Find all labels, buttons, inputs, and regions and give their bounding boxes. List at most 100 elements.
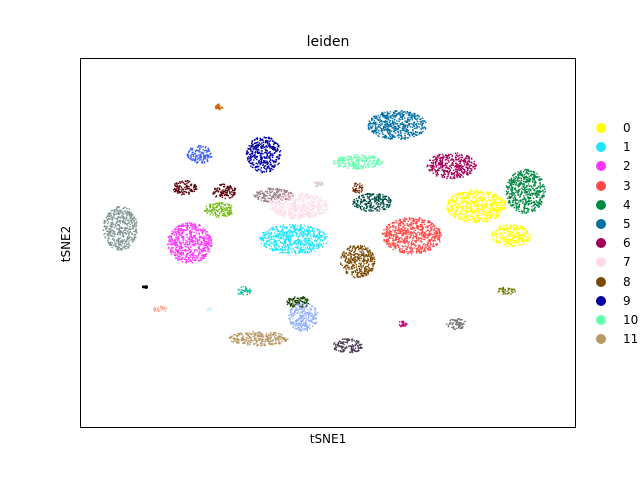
data-point — [303, 228, 305, 231]
data-point — [358, 347, 360, 349]
data-point — [458, 323, 461, 326]
data-point — [517, 242, 519, 244]
data-point — [455, 205, 457, 208]
data-point — [321, 183, 323, 185]
data-point — [222, 210, 225, 213]
data-point — [303, 297, 305, 299]
data-point — [218, 109, 220, 111]
data-point — [282, 226, 284, 228]
data-point — [296, 228, 299, 231]
data-point — [178, 256, 180, 259]
data-point — [198, 151, 200, 153]
data-point — [483, 196, 486, 199]
data-point — [407, 252, 410, 254]
data-point — [190, 256, 192, 258]
data-point — [476, 213, 478, 215]
data-point — [459, 216, 462, 218]
data-point — [515, 239, 518, 241]
data-point — [383, 208, 385, 210]
data-point — [193, 249, 196, 251]
data-point — [300, 315, 302, 317]
data-point — [112, 237, 114, 240]
data-point — [176, 190, 178, 192]
data-point — [410, 231, 412, 233]
data-point — [464, 200, 466, 203]
data-point — [114, 245, 117, 248]
data-point — [461, 219, 464, 221]
data-point — [288, 229, 290, 231]
data-point — [204, 255, 206, 257]
data-point — [404, 242, 406, 244]
data-point — [379, 198, 382, 200]
data-point — [349, 351, 351, 353]
data-point — [192, 259, 194, 261]
data-point — [111, 246, 113, 249]
data-point — [268, 194, 271, 196]
data-point — [178, 190, 180, 193]
data-point — [408, 218, 411, 221]
data-point — [490, 198, 493, 200]
data-point — [192, 154, 195, 156]
data-point — [451, 210, 453, 212]
data-point — [282, 251, 284, 253]
data-point — [289, 234, 291, 236]
data-point — [225, 215, 228, 217]
data-point — [320, 235, 322, 237]
data-point — [398, 239, 400, 241]
data-point — [182, 188, 184, 191]
data-point — [318, 234, 320, 236]
data-point — [449, 201, 451, 204]
data-point — [181, 235, 183, 237]
data-point — [337, 343, 339, 346]
data-point — [127, 246, 130, 248]
data-point — [284, 242, 286, 245]
data-point — [417, 244, 419, 246]
data-point — [477, 211, 479, 213]
data-point — [439, 241, 441, 243]
data-point — [217, 103, 220, 106]
data-point — [286, 190, 288, 192]
cluster-3 — [381, 217, 443, 255]
data-point — [510, 244, 513, 246]
data-point — [524, 235, 526, 237]
data-point — [517, 180, 519, 182]
data-point — [293, 240, 296, 243]
data-point — [424, 250, 427, 252]
data-point — [417, 231, 419, 234]
data-point — [295, 246, 297, 249]
data-point — [303, 314, 305, 317]
data-point — [285, 226, 287, 228]
data-point — [506, 235, 509, 237]
data-point — [185, 180, 187, 182]
data-point — [409, 235, 412, 237]
data-point — [272, 229, 274, 231]
data-point — [485, 201, 487, 203]
data-point — [461, 200, 463, 202]
data-point — [375, 207, 378, 209]
data-point — [108, 231, 111, 233]
data-point — [203, 235, 205, 237]
data-point — [519, 238, 521, 241]
data-point — [239, 291, 242, 294]
data-point — [185, 186, 188, 188]
data-point — [356, 339, 358, 342]
data-point — [462, 196, 464, 198]
data-point — [207, 156, 209, 158]
data-point — [120, 230, 122, 232]
data-point — [128, 240, 130, 242]
data-point — [445, 323, 448, 325]
data-point — [215, 216, 218, 218]
data-point — [318, 246, 320, 249]
data-point — [111, 225, 114, 228]
data-point — [395, 239, 397, 241]
data-point — [299, 299, 301, 301]
data-point — [520, 238, 522, 240]
data-point — [281, 228, 284, 230]
data-point — [296, 318, 298, 321]
data-point — [186, 240, 188, 243]
data-point — [200, 259, 202, 261]
data-point — [219, 194, 221, 196]
data-point — [377, 205, 379, 207]
data-point — [471, 215, 473, 217]
data-point — [254, 195, 256, 198]
